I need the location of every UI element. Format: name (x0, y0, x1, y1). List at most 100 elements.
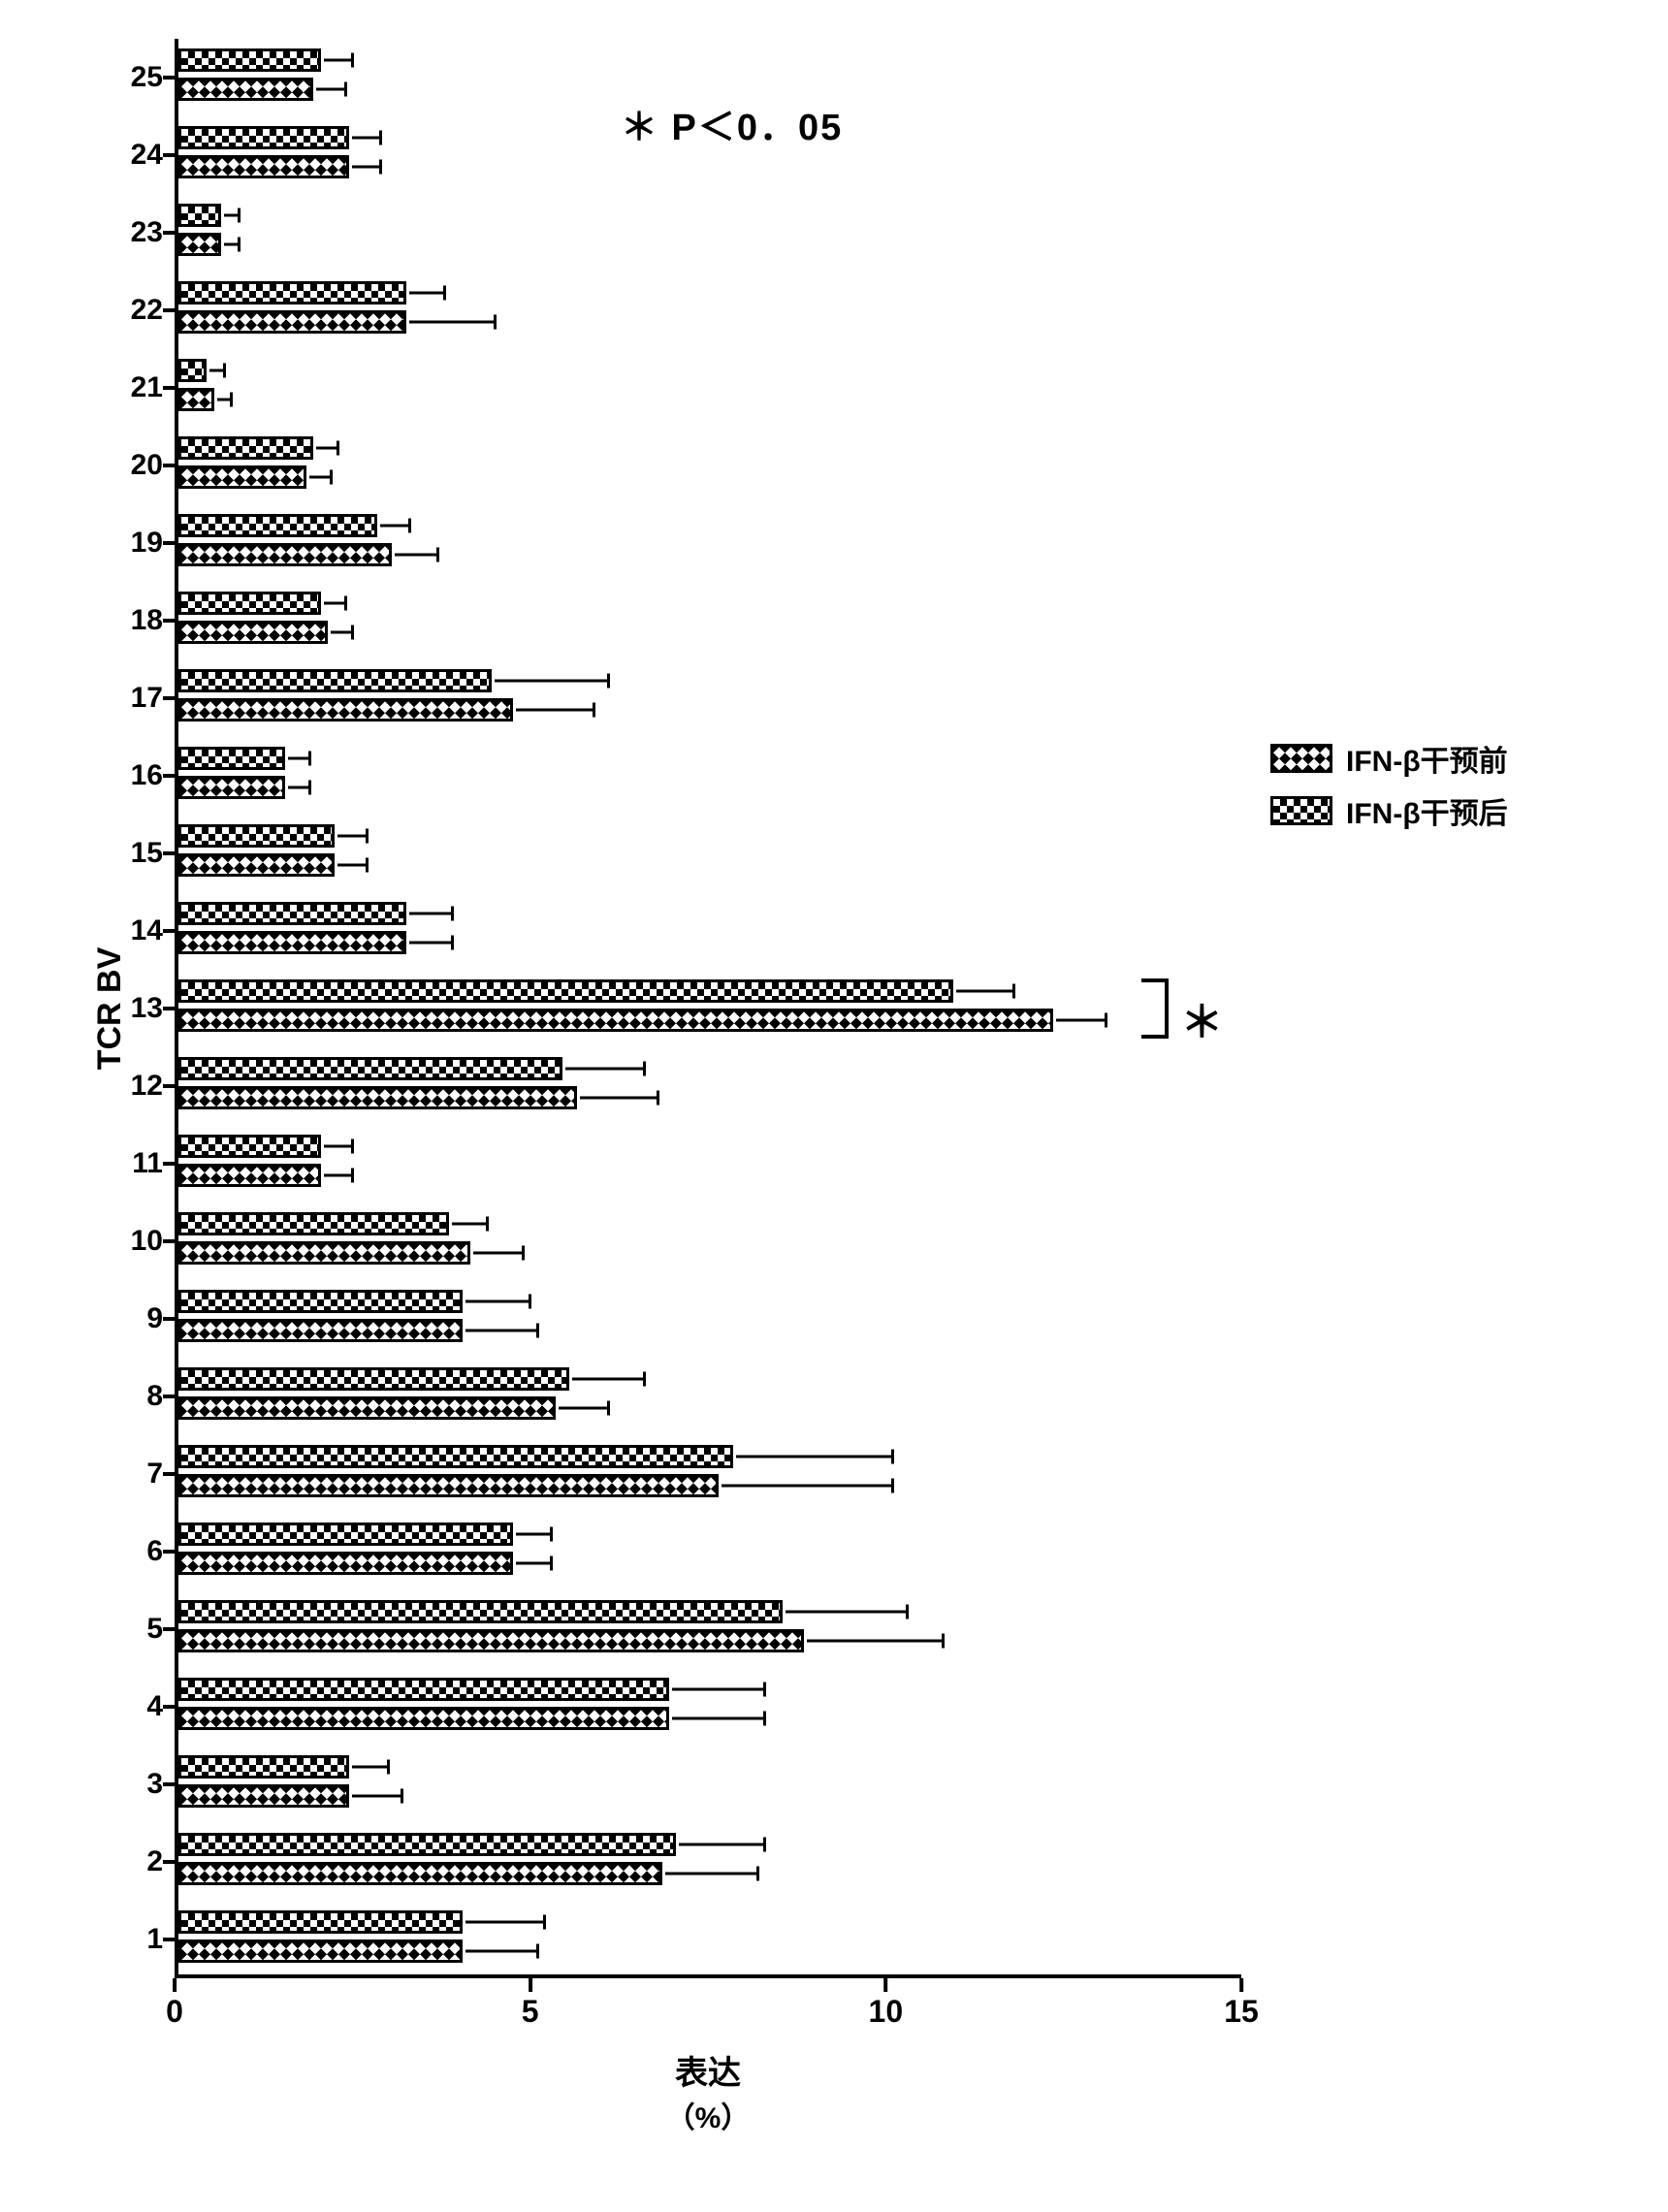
legend-swatch-before (1270, 744, 1332, 773)
bar-before (178, 931, 406, 954)
y-tick-label: 7 (146, 1458, 163, 1491)
bar-before (178, 776, 285, 799)
bar-before (178, 310, 406, 334)
error-bar (409, 942, 452, 945)
y-tick-label: 21 (131, 371, 163, 404)
bar-before (178, 233, 221, 256)
bar-after (178, 204, 221, 227)
error-bar (672, 1717, 764, 1720)
legend-item-before: IFN-β干预前 (1270, 737, 1508, 780)
x-tick-label: 10 (869, 1994, 904, 2030)
bar-before (178, 1241, 470, 1265)
bar-after (178, 824, 335, 848)
y-tick-label: 10 (131, 1225, 163, 1258)
y-tick-label: 22 (131, 294, 163, 327)
y-tick-label: 11 (132, 1147, 163, 1180)
y-tick-label: 8 (146, 1380, 163, 1413)
bar-before (178, 1164, 321, 1187)
error-bar (352, 1766, 388, 1769)
legend-label-after: IFN-β干预后 (1346, 789, 1508, 832)
bar-before (178, 621, 328, 644)
bar-after (178, 1523, 513, 1546)
error-bar (465, 1921, 544, 1924)
error-bar (324, 1174, 352, 1177)
y-tick-label: 20 (131, 449, 163, 482)
error-bar (1056, 1019, 1106, 1022)
bar-before (178, 1009, 1053, 1032)
bar-after (178, 902, 406, 925)
bar-before (178, 1086, 577, 1109)
bar-after (178, 126, 349, 149)
error-bar (516, 709, 594, 712)
error-bar (665, 1873, 757, 1875)
bar-after (178, 669, 492, 692)
x-tick-label: 15 (1224, 1994, 1259, 2030)
legend-item-after: IFN-β干预后 (1270, 789, 1508, 832)
bar-before (178, 155, 349, 178)
bar-before (178, 1707, 669, 1730)
bar-before (178, 1474, 719, 1497)
bar-after (178, 1057, 562, 1080)
bar-before (178, 1784, 349, 1808)
y-tick-label: 25 (131, 61, 163, 94)
error-bar (337, 864, 366, 867)
error-bar (316, 447, 337, 450)
error-bar (786, 1611, 907, 1614)
y-tick-label: 1 (146, 1923, 163, 1956)
y-tick-label: 19 (131, 527, 163, 560)
error-bar (516, 1533, 552, 1536)
bar-before (178, 853, 335, 877)
y-tick-label: 2 (146, 1845, 163, 1878)
bar-after (178, 1367, 569, 1391)
x-tick-label: 0 (166, 1994, 183, 2030)
error-bar (722, 1485, 892, 1488)
error-bar (309, 476, 331, 479)
y-ticks: 1234567891011121314151617181920212223242… (19, 39, 175, 1978)
error-bar (465, 1950, 536, 1953)
bar-after (178, 1600, 783, 1623)
error-bar (465, 1330, 536, 1332)
bar-before (178, 1629, 804, 1652)
x-axis-label-line2: （%） (175, 2094, 1241, 2136)
bar-before (178, 465, 306, 489)
plot-area: ＊ (175, 39, 1241, 1978)
bar-after (178, 747, 285, 770)
y-tick-label: 5 (146, 1613, 163, 1646)
bar-after (178, 979, 953, 1003)
error-bar (572, 1378, 643, 1381)
bar-after (178, 1135, 321, 1158)
error-bar (209, 369, 224, 372)
legend-label-before: IFN-β干预前 (1346, 737, 1508, 780)
error-bar (565, 1068, 644, 1071)
error-bar (956, 990, 1013, 993)
error-bar (217, 399, 232, 401)
error-bar (324, 1145, 352, 1148)
error-bar (580, 1097, 658, 1100)
error-bar (380, 525, 408, 528)
error-bar (352, 137, 380, 140)
error-bar (395, 554, 437, 557)
significance-marker: ＊ (1180, 987, 1223, 1049)
bar-before (178, 78, 313, 101)
error-bar (495, 680, 608, 683)
bar-after (178, 281, 406, 305)
error-bar (465, 1300, 529, 1303)
bar-before (178, 388, 214, 411)
error-bar (409, 292, 445, 295)
significance-bracket (1141, 978, 1169, 1039)
error-bar (224, 243, 239, 246)
x-ticks: 051015 (175, 1978, 1241, 2036)
error-bar (409, 321, 495, 324)
bar-after (178, 1445, 733, 1468)
error-bar (516, 1562, 552, 1565)
x-axis-label: 表达 （%） (175, 2046, 1241, 2136)
bar-after (178, 592, 321, 615)
error-bar (316, 88, 344, 91)
legend-swatch-after (1270, 796, 1332, 825)
error-bar (352, 166, 380, 169)
y-tick-label: 16 (131, 759, 163, 792)
bar-after (178, 1212, 449, 1235)
y-tick-label: 24 (131, 139, 163, 172)
bar-after (178, 48, 321, 72)
error-bar (224, 214, 239, 217)
